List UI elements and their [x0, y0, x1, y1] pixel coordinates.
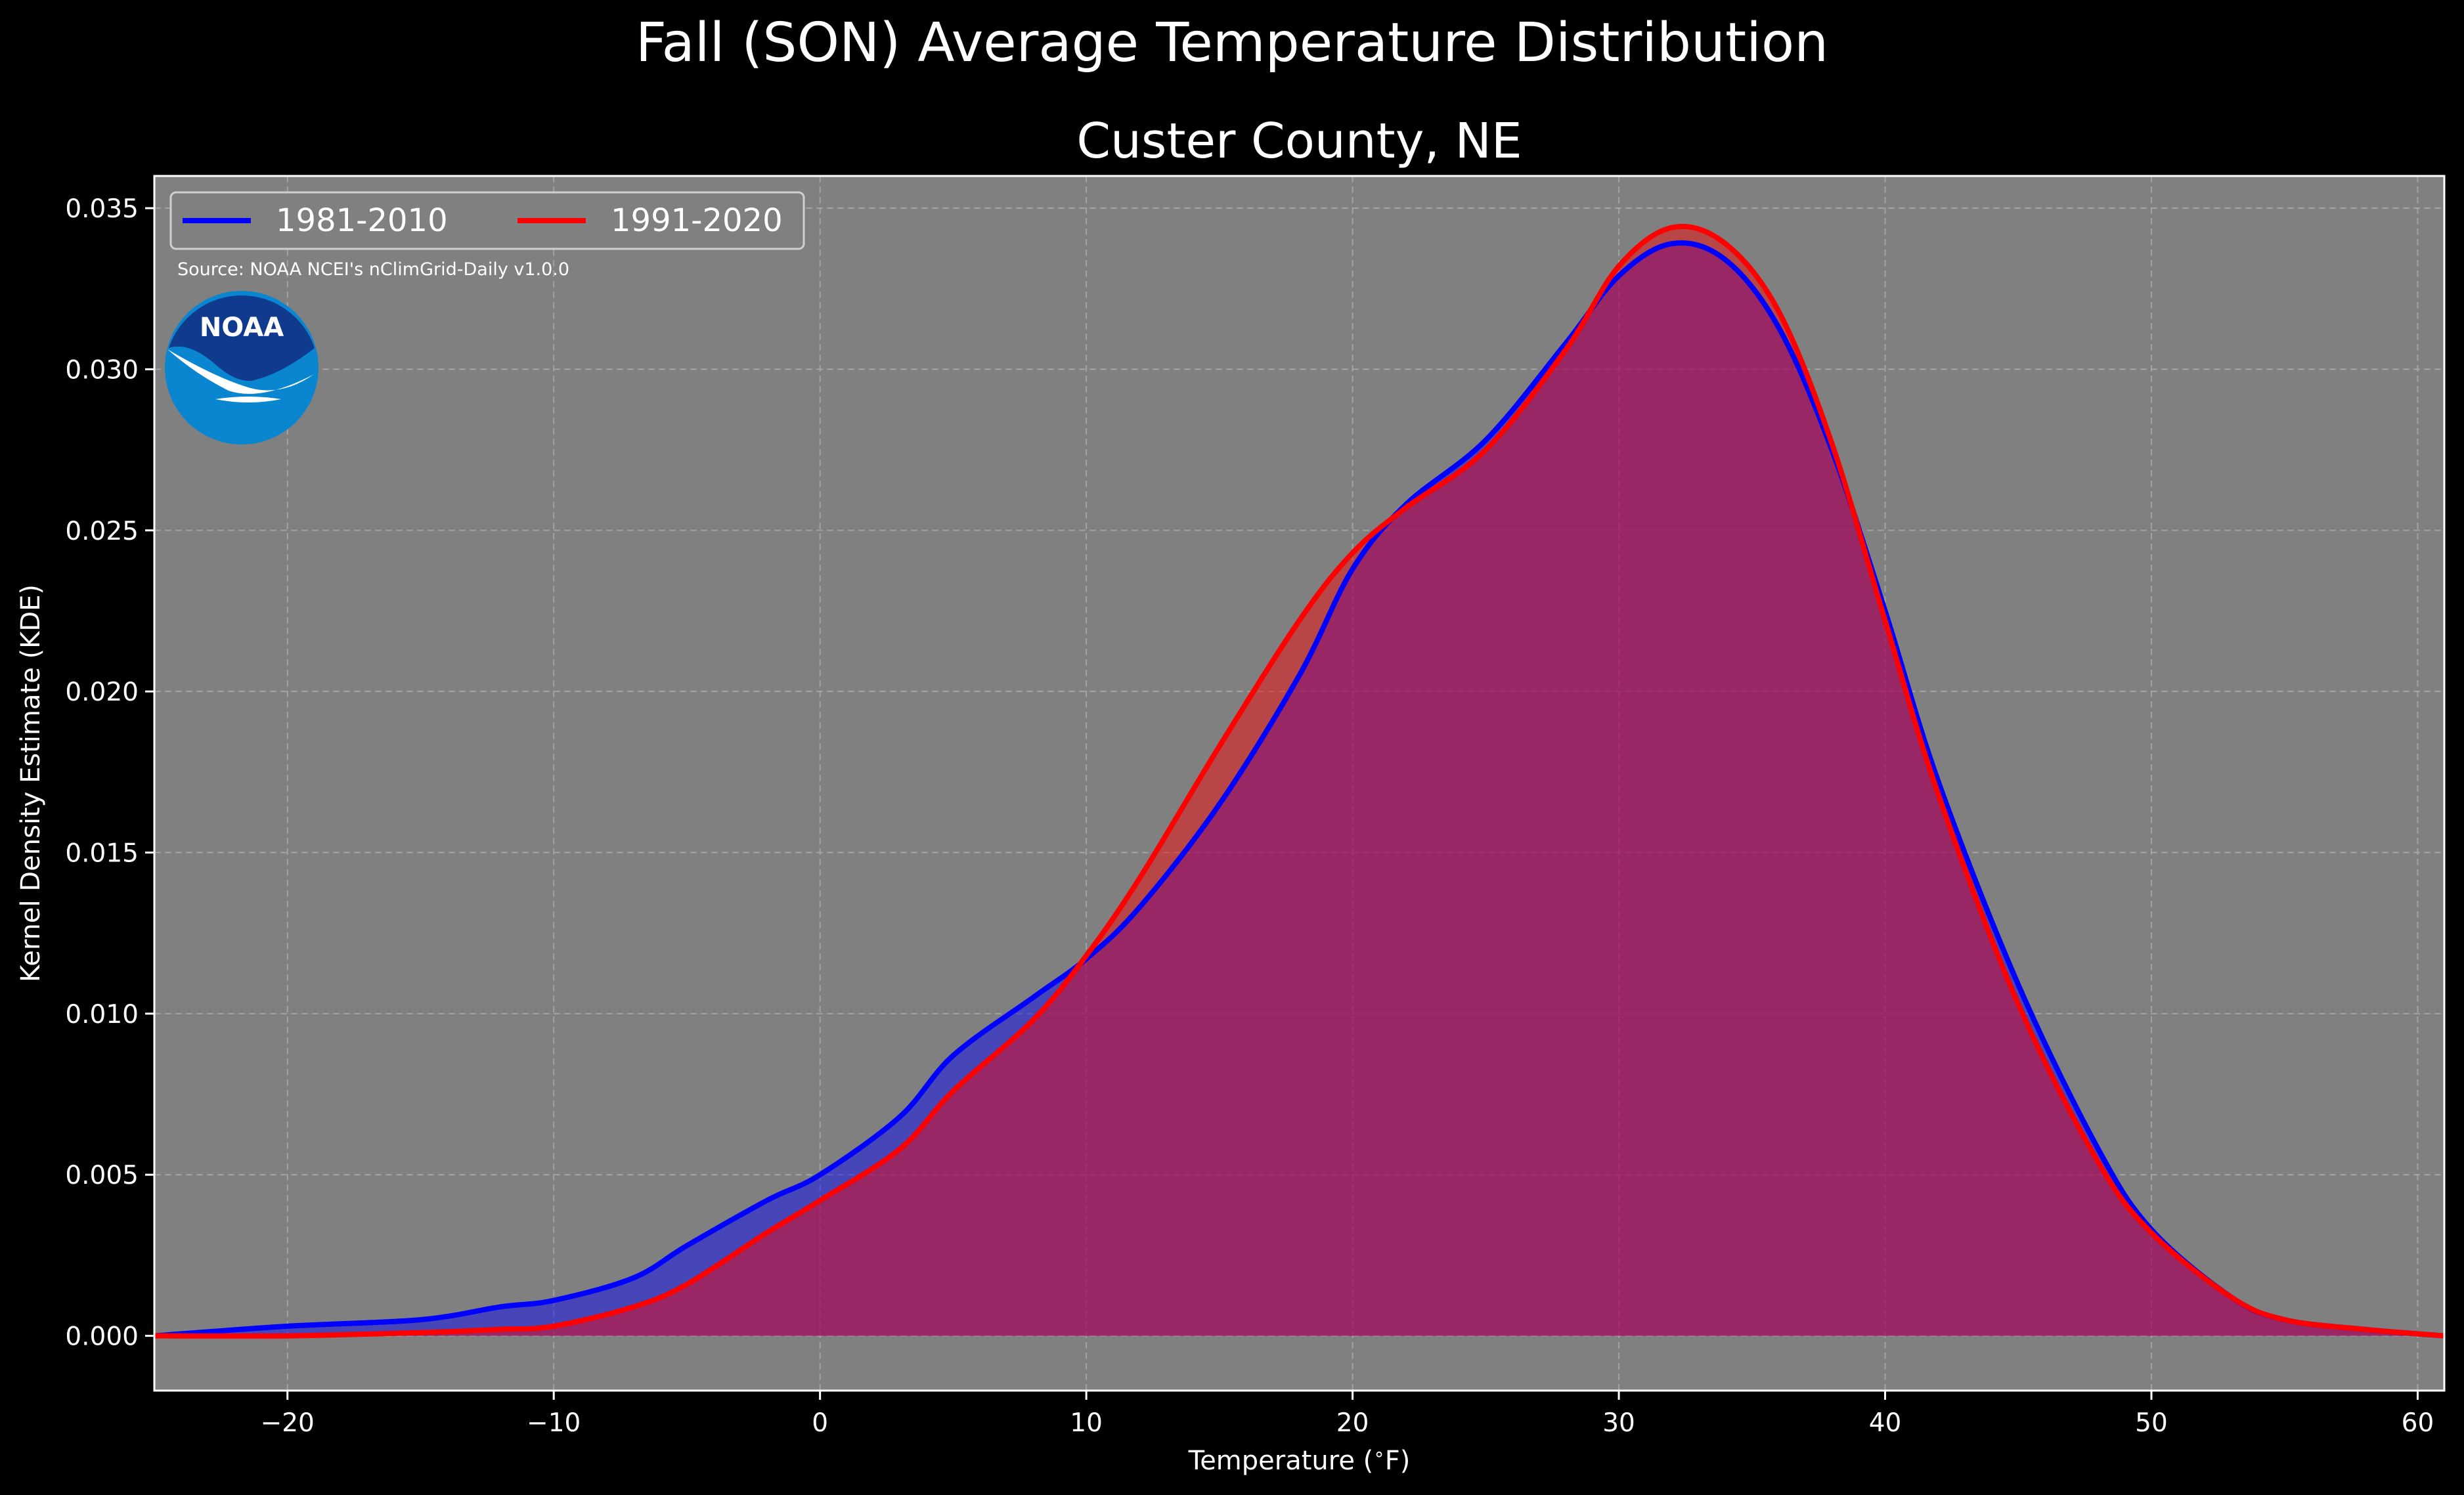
plot-area [154, 176, 2444, 1391]
x-axis-ticks: −20 −10 0 10 20 30 40 50 60 [261, 1391, 2434, 1438]
x-tick-label: −10 [527, 1408, 581, 1438]
density-fill-1981-2010 [154, 242, 2444, 1336]
y-tick-label: 0.030 [65, 355, 139, 385]
x-tick-label: 40 [1869, 1408, 1902, 1438]
y-tick-label: 0.025 [65, 517, 139, 546]
x-tick-label: 30 [1602, 1408, 1635, 1438]
logo-top [169, 295, 315, 381]
chart-title: Custer County, NE [1076, 113, 1522, 169]
legend-box [169, 191, 805, 250]
y-tick-label: 0.005 [65, 1161, 139, 1190]
logo-swoosh [167, 349, 314, 394]
x-tick-label: 0 [812, 1408, 828, 1438]
figure-suptitle: Fall (SON) Average Temperature Distribut… [635, 12, 1829, 74]
y-tick-label: 0.010 [65, 1000, 139, 1029]
density-fills [154, 226, 2444, 1336]
x-tick-label: −20 [261, 1408, 315, 1438]
legend-label: 1981-2010 [276, 202, 448, 239]
x-axis-label: Temperature (∘F) [1188, 1443, 1411, 1476]
noaa-logo-icon: NOAA [165, 291, 319, 444]
source-annotation: Source: NOAA NCEI's nClimGrid-Daily v1.0… [177, 259, 569, 280]
x-tick-label: 50 [2135, 1408, 2168, 1438]
x-tick-label: 20 [1336, 1408, 1369, 1438]
x-tick-label: 10 [1070, 1408, 1103, 1438]
y-tick-label: 0.000 [65, 1322, 139, 1352]
x-tick-label: 60 [2402, 1408, 2434, 1438]
density-fill-1991-2020 [154, 226, 2444, 1336]
y-axis-label: Kernel Density Estimate (KDE) [16, 584, 46, 982]
legend: 1981-2010 1991-2020 [169, 191, 805, 250]
y-tick-label: 0.035 [65, 194, 139, 224]
y-tick-label: 0.015 [65, 839, 139, 869]
axes-frame [153, 175, 2446, 1392]
legend-label: 1991-2020 [611, 202, 783, 239]
logo-text: NOAA [200, 313, 284, 343]
density-line-1991-2020 [154, 223, 2444, 1339]
grid-lines [154, 176, 2444, 1391]
logo-bird [215, 397, 281, 402]
density-lines [154, 223, 2444, 1339]
y-axis-ticks: 0.000 0.005 0.010 0.015 0.020 0.025 0.030 0.035 [65, 194, 154, 1352]
y-tick-label: 0.020 [65, 678, 139, 707]
